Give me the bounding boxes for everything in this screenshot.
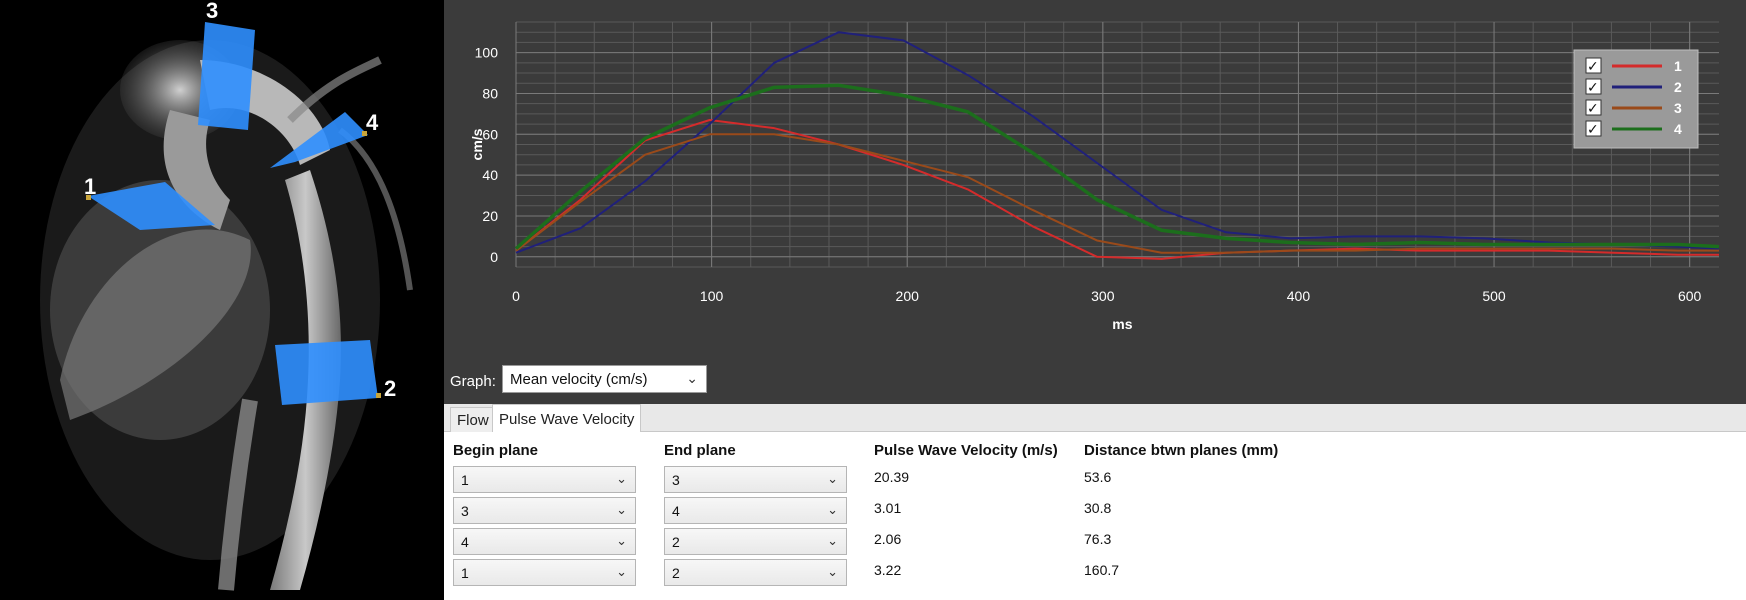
analysis-panel: 0 100 200 300 400 500 600 0 20 40 60 80 100 ms cm/s ✓ 1 ✓… (444, 0, 1746, 600)
series-line-1 (515, 119, 1719, 260)
plane-1-marker (88, 182, 215, 230)
pwv-value: 3.22 (874, 562, 902, 578)
end-plane-select[interactable]: 2 ⌄ (664, 559, 847, 586)
y-tick-label: 20 (482, 208, 498, 224)
check-icon: ✓ (1587, 59, 1599, 75)
end-plane-value: 2 (672, 534, 680, 550)
chevron-down-icon: ⌄ (827, 471, 838, 486)
chevron-down-icon: ⌄ (616, 564, 627, 579)
begin-plane-select[interactable]: 3 ⌄ (453, 497, 636, 524)
check-icon: ✓ (1587, 122, 1599, 138)
tab-flow-label: Flow (457, 412, 489, 429)
legend-label-2: 2 (1674, 79, 1682, 95)
x-tick-label: 300 (1091, 288, 1115, 304)
velocity-chart-svg: 0 100 200 300 400 500 600 0 20 40 60 80 100 ms cm/s ✓ 1 ✓… (469, 21, 1720, 332)
x-tick-label: 0 (512, 288, 520, 304)
tab-bar: Flow Pulse Wave Velocity (444, 404, 1746, 433)
distance-value: 53.6 (1084, 469, 1112, 485)
begin-plane-select[interactable]: 1 ⌄ (453, 466, 636, 493)
plane-4-marker (270, 112, 368, 168)
legend-checkbox (1585, 78, 1602, 95)
chevron-down-icon: ⌄ (827, 564, 838, 579)
graph-control-row: Graph: Mean velocity (cm/s) ⌄ (444, 360, 1746, 404)
x-tick-label: 100 (700, 288, 724, 304)
tab-pulse-wave-velocity[interactable]: Pulse Wave Velocity (492, 404, 642, 433)
begin-plane-value: 1 (461, 565, 469, 581)
end-plane-select[interactable]: 3 ⌄ (664, 466, 847, 493)
y-tick-label: 0 (490, 249, 498, 265)
distance-value: 160.7 (1084, 562, 1120, 578)
end-plane-select[interactable]: 4 ⌄ (664, 497, 847, 524)
pwv-value: 20.39 (874, 469, 910, 485)
pwv-value: 2.06 (874, 531, 902, 547)
chevron-down-icon: ⌄ (616, 471, 627, 486)
header-pwv: Pulse Wave Velocity (m/s) (874, 442, 1058, 459)
series-line-4 (514, 83, 1720, 250)
chevron-down-icon: ⌄ (686, 370, 698, 386)
header-begin-plane: Begin plane (453, 442, 539, 459)
chevron-down-icon: ⌄ (827, 533, 838, 548)
plane-label-1: 1 (84, 174, 96, 199)
x-tick-label: 400 (1287, 288, 1311, 304)
x-tick-label: 500 (1482, 288, 1506, 304)
begin-plane-value: 4 (461, 534, 469, 550)
legend-checkbox (1585, 99, 1602, 116)
series-line-2 (515, 31, 1720, 254)
end-plane-select[interactable]: 2 ⌄ (664, 528, 847, 555)
velocity-chart: 0 100 200 300 400 500 600 0 20 40 60 80 100 ms cm/s ✓ 1 ✓… (444, 0, 1746, 404)
legend-label-4: 4 (1674, 121, 1682, 137)
y-axis-label: cm/s (469, 128, 485, 160)
legend-checkbox (1585, 120, 1602, 137)
chevron-down-icon: ⌄ (616, 502, 627, 517)
plane-label-4: 4 (366, 110, 379, 135)
end-plane-value: 4 (672, 503, 680, 519)
tab-flow[interactable]: Flow (450, 407, 496, 432)
begin-plane-value: 3 (461, 503, 469, 519)
header-end-plane: End plane (664, 442, 736, 459)
y-tick-label: 100 (475, 45, 499, 61)
graph-type-value: Mean velocity (cm/s) (510, 371, 648, 388)
plane-label-3: 3 (206, 0, 218, 23)
begin-plane-select[interactable]: 4 ⌄ (453, 528, 636, 555)
y-tick-label: 60 (482, 126, 498, 142)
begin-plane-value: 1 (461, 472, 469, 488)
tab-pwv-label: Pulse Wave Velocity (499, 411, 635, 428)
y-tick-label: 40 (482, 167, 498, 183)
check-icon: ✓ (1587, 101, 1599, 117)
legend-checkbox (1585, 57, 1602, 74)
distance-value: 76.3 (1084, 531, 1112, 547)
legend-label-3: 3 (1674, 100, 1682, 116)
y-tick-label: 80 (482, 85, 498, 101)
check-icon: ✓ (1587, 80, 1599, 96)
plane-3-marker (198, 22, 255, 130)
pwv-table: Begin plane End plane Pulse Wave Velocit… (444, 432, 1746, 600)
series-line-3 (515, 133, 1719, 254)
distance-value: 30.8 (1084, 500, 1112, 516)
plane-label-2: 2 (384, 376, 396, 401)
end-plane-value: 3 (672, 472, 680, 488)
end-plane-value: 2 (672, 565, 680, 581)
graph-type-select[interactable]: Mean velocity (cm/s) ⌄ (502, 365, 707, 393)
vessel-3d-render[interactable]: 3 4 1 2 (0, 0, 444, 600)
chevron-down-icon: ⌄ (616, 533, 627, 548)
x-tick-label: 200 (896, 288, 920, 304)
graph-label: Graph: (450, 373, 496, 390)
begin-plane-select[interactable]: 1 ⌄ (453, 559, 636, 586)
x-axis-label: ms (1112, 316, 1132, 332)
plane-2-marker (275, 340, 378, 405)
pwv-value: 3.01 (874, 500, 902, 516)
chevron-down-icon: ⌄ (827, 502, 838, 517)
header-distance: Distance btwn planes (mm) (1084, 442, 1279, 459)
legend-label-1: 1 (1674, 58, 1682, 74)
x-tick-label: 600 (1678, 288, 1702, 304)
